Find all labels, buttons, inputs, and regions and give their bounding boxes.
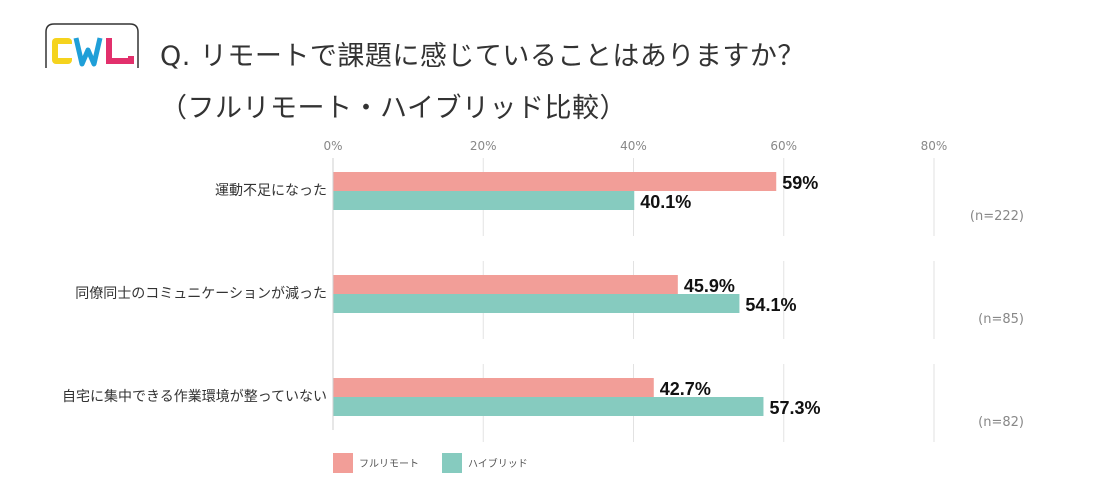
legend-swatch [333, 453, 353, 473]
category-label: 自宅に集中できる作業環境が整っていない [62, 388, 327, 405]
sample-size-label: (n=85) [978, 312, 1024, 327]
data-label: 40.1% [640, 192, 691, 212]
data-label: 57.3% [769, 398, 820, 418]
x-tick-label: 0% [323, 139, 342, 153]
full-remote-bar [333, 378, 654, 397]
full-remote-bar [333, 275, 678, 294]
data-label: 45.9% [684, 276, 735, 296]
legend-label: ハイブリッド [468, 457, 528, 470]
x-tick-label: 20% [470, 139, 497, 153]
chart-subtitle: （フルリモート・ハイブリッド比較） [160, 93, 627, 124]
full-remote-bar [333, 172, 777, 191]
data-label: 59% [782, 173, 818, 193]
x-tick-label: 80% [921, 139, 948, 153]
chart-title: Q. リモートで課題に感じていることはありますか？ [160, 41, 805, 72]
hybrid-bar [333, 294, 740, 313]
sample-size-label: (n=222) [970, 209, 1024, 224]
legend-label: フルリモート [359, 459, 419, 470]
category-label: 運動不足になった [215, 183, 327, 199]
hybrid-bar [333, 191, 635, 210]
data-label: 54.1% [745, 295, 796, 315]
data-label: 42.7% [660, 379, 711, 399]
category-label: 同僚同士のコミュニケーションが減った [75, 285, 327, 302]
x-tick-label: 40% [620, 139, 647, 153]
cwl-logo [45, 23, 139, 68]
sample-size-label: (n=82) [978, 415, 1024, 430]
x-tick-label: 60% [770, 139, 797, 153]
hybrid-bar [333, 397, 764, 416]
legend-swatch [442, 453, 462, 473]
